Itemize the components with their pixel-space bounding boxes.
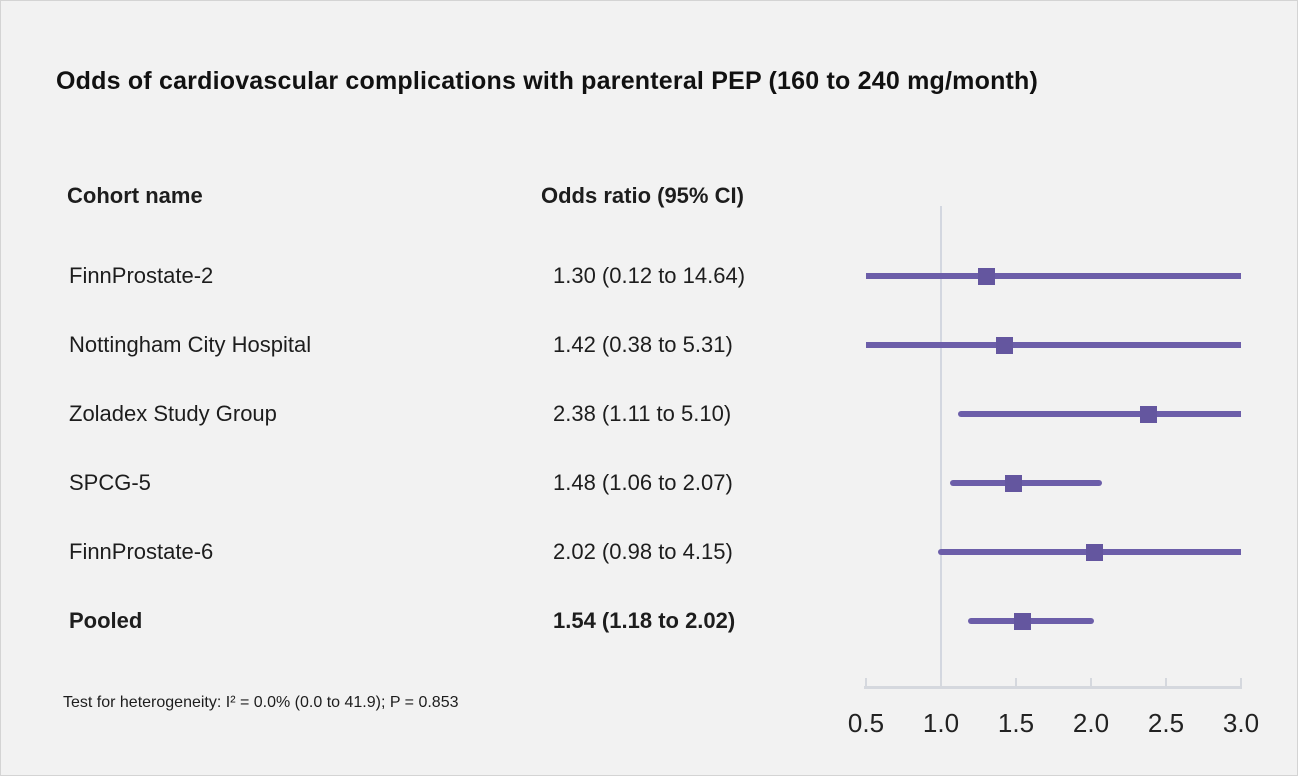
ci-line bbox=[866, 273, 1241, 279]
cohort-name: Pooled bbox=[69, 608, 143, 633]
cohort-name: Nottingham City Hospital bbox=[69, 332, 312, 357]
ci-line bbox=[957, 411, 1241, 417]
or-marker bbox=[995, 336, 1013, 354]
ci-line bbox=[968, 618, 1094, 624]
x-axis-line bbox=[864, 686, 1242, 689]
x-tick-label: 2.5 bbox=[1147, 708, 1185, 738]
x-axis-tick bbox=[1090, 678, 1092, 686]
table-row: Zoladex Study Group 2.38 (1.11 to 5.10) bbox=[1, 398, 831, 430]
cohort-name: SPCG-5 bbox=[69, 470, 151, 495]
or-marker bbox=[1013, 612, 1031, 630]
odds-ratio-column-header: Odds ratio (95% CI) bbox=[541, 183, 744, 208]
ci-line bbox=[950, 480, 1102, 486]
or-marker bbox=[977, 267, 995, 285]
table-row: SPCG-5 1.48 (1.06 to 2.07) bbox=[1, 467, 831, 499]
x-tick-label: 1.5 bbox=[997, 708, 1035, 738]
odds-ratio-value: 1.42 (0.38 to 5.31) bbox=[553, 332, 733, 357]
odds-ratio-value: 1.30 (0.12 to 14.64) bbox=[553, 263, 746, 288]
or-marker bbox=[1004, 474, 1022, 492]
chart-title: Odds of cardiovascular complications wit… bbox=[56, 67, 1039, 95]
odds-ratio-value: 1.54 (1.18 to 2.02) bbox=[553, 608, 736, 633]
or-marker bbox=[1139, 405, 1157, 423]
odds-ratio-value: 2.02 (0.98 to 4.15) bbox=[553, 539, 733, 564]
odds-ratio-value: 1.48 (1.06 to 2.07) bbox=[553, 470, 733, 495]
cohort-column-header: Cohort name bbox=[67, 183, 203, 208]
heterogeneity-note: Test for heterogeneity: I² = 0.0% (0.0 t… bbox=[63, 694, 459, 711]
ci-line bbox=[866, 342, 1241, 348]
x-axis-tick bbox=[940, 678, 942, 686]
x-tick-label: 2.0 bbox=[1072, 708, 1110, 738]
table-row-pooled: Pooled 1.54 (1.18 to 2.02) bbox=[1, 605, 831, 637]
x-axis-tick bbox=[865, 678, 867, 686]
table-row: Nottingham City Hospital 1.42 (0.38 to 5… bbox=[1, 329, 831, 361]
x-axis-tick bbox=[1015, 678, 1017, 686]
table-row: FinnProstate-6 2.02 (0.98 to 4.15) bbox=[1, 536, 831, 568]
odds-ratio-value: 2.38 (1.11 to 5.10) bbox=[553, 401, 732, 426]
x-tick-label: 0.5 bbox=[847, 708, 885, 738]
x-axis-tick bbox=[1240, 678, 1242, 686]
cohort-name: FinnProstate-6 bbox=[69, 539, 214, 564]
table-row: FinnProstate-2 1.30 (0.12 to 14.64) bbox=[1, 260, 831, 292]
cohort-name: Zoladex Study Group bbox=[69, 401, 277, 426]
or-marker bbox=[1085, 543, 1103, 561]
x-tick-label: 1.0 bbox=[922, 708, 960, 738]
x-axis-tick bbox=[1165, 678, 1167, 686]
reference-line bbox=[940, 206, 942, 689]
cohort-name: FinnProstate-2 bbox=[69, 263, 214, 288]
table-header-row: Cohort name Odds ratio (95% CI) bbox=[1, 180, 831, 212]
x-tick-label: 3.0 bbox=[1222, 708, 1260, 738]
